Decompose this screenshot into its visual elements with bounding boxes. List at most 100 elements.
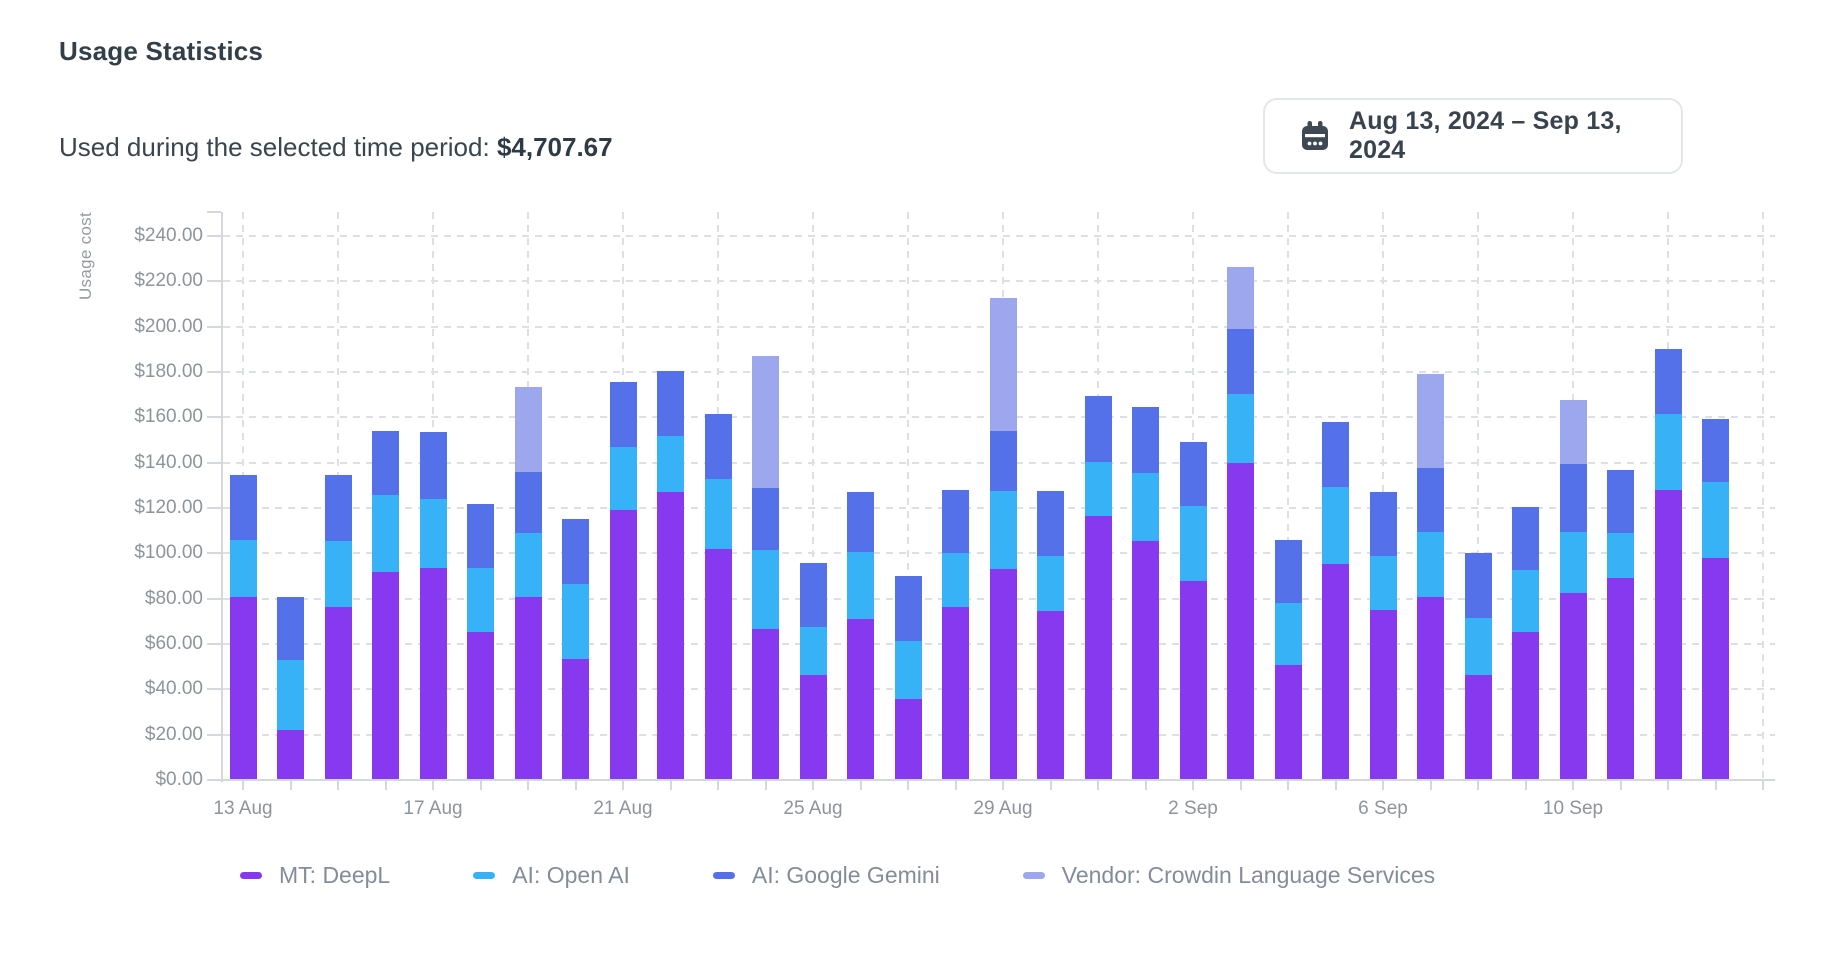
bar-segment-mt-deepl <box>847 619 874 779</box>
x-tick <box>1097 781 1099 790</box>
y-tick <box>207 325 221 328</box>
x-tick <box>859 781 862 790</box>
bar-segment-ai-google-gemini <box>467 503 494 569</box>
bar-18-aug[interactable] <box>467 503 494 779</box>
bar-10-sep[interactable] <box>1559 400 1587 779</box>
bar-segment-mt-deepl <box>562 658 589 779</box>
gridline-v <box>812 212 814 778</box>
x-tick <box>1714 781 1717 790</box>
bar-12-sep[interactable] <box>1654 349 1682 779</box>
bar-segment-mt-deepl <box>1417 596 1444 779</box>
bar-segment-ai-open-ai <box>1179 505 1207 581</box>
bar-segment-mt-deepl <box>1654 489 1682 779</box>
bar-23-aug[interactable] <box>704 414 732 779</box>
y-tick-label: $80.00 <box>144 587 203 609</box>
bar-24-aug[interactable] <box>752 356 779 779</box>
x-tick <box>1192 781 1194 790</box>
x-tick <box>1382 781 1384 790</box>
y-tick <box>207 552 221 555</box>
bar-segment-ai-google-gemini <box>1417 468 1444 532</box>
bar-14-aug[interactable] <box>277 597 304 779</box>
bar-20-aug[interactable] <box>562 519 589 779</box>
bar-2-sep[interactable] <box>1179 442 1207 779</box>
legend-item-mt-deepl[interactable]: MT: DeepL <box>240 862 390 889</box>
bar-segment-mt-deepl <box>324 606 352 779</box>
bar-13-sep[interactable] <box>1702 418 1729 779</box>
bar-7-sep[interactable] <box>1417 374 1444 779</box>
bar-segment-ai-open-ai <box>1702 482 1729 558</box>
bar-segment-ai-open-ai <box>1512 570 1539 632</box>
bar-segment-ai-open-ai <box>989 491 1017 570</box>
bar-segment-ai-google-gemini <box>277 597 304 661</box>
bar-30-aug[interactable] <box>1037 491 1064 779</box>
y-tick <box>207 507 221 509</box>
bar-26-aug[interactable] <box>847 492 874 779</box>
date-range-label: Aug 13, 2024 – Sep 13, 2024 <box>1349 107 1622 164</box>
bar-11-sep[interactable] <box>1607 469 1634 779</box>
bar-28-aug[interactable] <box>942 489 969 779</box>
bar-1-sep[interactable] <box>1132 407 1159 779</box>
y-axis-line <box>221 212 223 782</box>
x-axis-line <box>221 779 1775 781</box>
bar-segment-vendor-crowdin-language-services <box>514 386 542 472</box>
bar-segment-ai-open-ai <box>1464 618 1492 675</box>
x-tick <box>764 781 767 790</box>
bar-3-sep[interactable] <box>1227 266 1254 779</box>
x-tick <box>337 781 339 790</box>
bar-19-aug[interactable] <box>514 386 542 779</box>
bar-21-aug[interactable] <box>609 382 637 779</box>
bar-4-sep[interactable] <box>1274 539 1302 779</box>
y-tick-label: $60.00 <box>144 633 203 654</box>
bar-segment-ai-open-ai <box>1274 603 1302 665</box>
bar-8-sep[interactable] <box>1464 553 1492 779</box>
bar-segment-ai-open-ai <box>1559 531 1587 594</box>
bar-segment-ai-open-ai <box>752 550 779 630</box>
bar-segment-ai-google-gemini <box>752 487 779 551</box>
bar-5-sep[interactable] <box>1322 421 1349 779</box>
bar-segment-ai-google-gemini <box>989 431 1017 492</box>
bar-17-aug[interactable] <box>419 432 447 779</box>
bar-segment-vendor-crowdin-language-services <box>989 298 1017 432</box>
bar-segment-mt-deepl <box>277 729 304 779</box>
bar-6-sep[interactable] <box>1369 492 1397 779</box>
y-tick <box>207 688 221 691</box>
x-tick <box>1144 781 1147 790</box>
bar-segment-ai-open-ai <box>609 446 637 511</box>
bar-segment-ai-google-gemini <box>1702 418 1729 483</box>
legend-item-ai-google-gemini[interactable]: AI: Google Gemini <box>712 862 940 889</box>
bar-29-aug[interactable] <box>989 298 1017 779</box>
period-total-label: Used during the selected time period: <box>59 132 490 162</box>
bar-13-aug[interactable] <box>229 475 257 779</box>
bar-segment-mt-deepl <box>799 674 827 779</box>
y-tick-label: $0.00 <box>155 769 203 790</box>
x-tick <box>384 781 387 790</box>
bar-segment-ai-open-ai <box>1654 414 1682 490</box>
x-tick <box>479 781 482 790</box>
x-tick <box>1477 781 1479 790</box>
y-tick <box>207 416 221 419</box>
bar-segment-mt-deepl <box>1702 557 1729 779</box>
bar-segment-ai-open-ai <box>657 435 684 493</box>
bar-9-sep[interactable] <box>1512 506 1539 779</box>
bar-segment-ai-google-gemini <box>1559 463 1587 532</box>
bar-31-aug[interactable] <box>1084 395 1112 779</box>
x-tick <box>669 781 672 790</box>
legend-item-vendor-crowdin-language-services[interactable]: Vendor: Crowdin Language Services <box>1022 862 1435 889</box>
legend-item-ai-open-ai[interactable]: AI: Open AI <box>473 862 630 889</box>
x-tick <box>242 781 244 790</box>
bar-27-aug[interactable] <box>894 576 922 779</box>
legend-label: AI: Open AI <box>512 862 630 888</box>
bar-25-aug[interactable] <box>799 562 827 779</box>
x-tick-label: 6 Sep <box>1358 798 1408 819</box>
bar-segment-mt-deepl <box>657 492 684 779</box>
bar-15-aug[interactable] <box>324 475 352 779</box>
bar-16-aug[interactable] <box>372 431 399 779</box>
bar-22-aug[interactable] <box>657 370 684 779</box>
bar-segment-ai-google-gemini <box>1274 539 1302 604</box>
gridline-h <box>223 235 1775 237</box>
y-tick-label: $40.00 <box>144 678 203 700</box>
y-tick <box>207 597 221 600</box>
bar-segment-ai-google-gemini <box>1654 349 1682 415</box>
date-range-picker[interactable]: Aug 13, 2024 – Sep 13, 2024 <box>1263 98 1683 174</box>
x-tick <box>1762 781 1764 790</box>
